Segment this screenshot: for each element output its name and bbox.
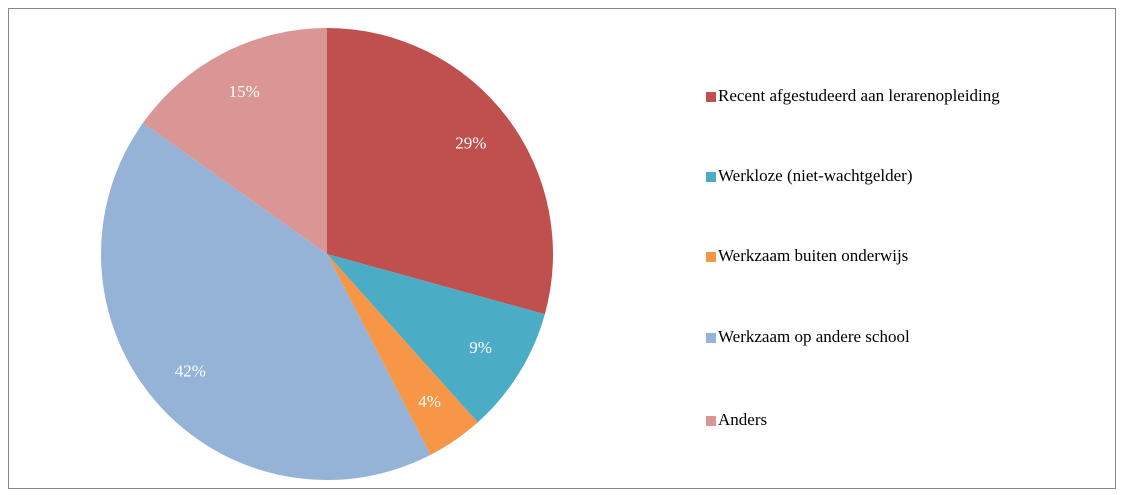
legend-label: Werkzaam buiten onderwijs	[718, 246, 908, 265]
legend-swatch	[706, 416, 716, 426]
legend-label: Anders	[718, 410, 767, 429]
data-label: 4%	[418, 392, 441, 411]
data-label: 9%	[469, 338, 492, 357]
legend-label: Werkloze (niet-wachtgelder)	[718, 166, 913, 185]
pie-slice	[101, 122, 431, 480]
pie-slice	[327, 254, 478, 455]
pie-slice	[327, 28, 553, 315]
pie-slice	[142, 27, 327, 254]
legend-label: Recent afgestudeerd aan lerarenopleiding	[718, 86, 1000, 105]
legend-swatch	[706, 92, 716, 102]
data-label: 29%	[455, 133, 486, 152]
pie-slice	[327, 254, 545, 423]
data-label: 15%	[229, 82, 260, 101]
legend-swatch	[706, 172, 716, 182]
legend-label: Werkzaam op andere school	[718, 327, 910, 346]
legend-swatch	[706, 333, 716, 343]
legend-swatch	[706, 252, 716, 262]
data-label: 42%	[175, 361, 206, 380]
